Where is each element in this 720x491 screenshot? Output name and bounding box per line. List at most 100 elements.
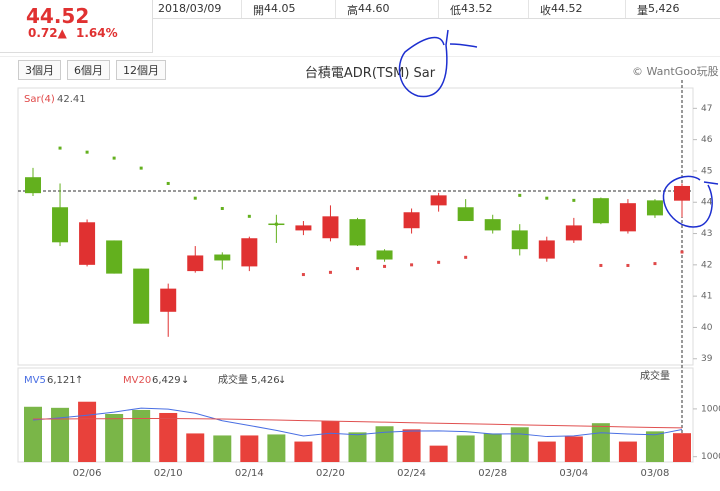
y-tick-label: 40	[701, 323, 713, 333]
sar-dot	[301, 273, 305, 277]
separator	[335, 0, 336, 18]
candle-body	[674, 185, 690, 201]
candle-body	[160, 288, 177, 312]
x-tick-label: 02/06	[73, 468, 102, 479]
x-tick-label: 02/20	[316, 468, 345, 479]
change-pct: 1.64%	[76, 26, 118, 40]
volume-bar	[294, 441, 313, 462]
y-tick-label: 39	[701, 354, 713, 364]
legend-value: 5,426	[251, 375, 280, 386]
volume-bar	[645, 431, 664, 462]
separator	[625, 0, 626, 18]
volume-bar	[402, 429, 421, 462]
candle-body	[430, 195, 447, 206]
sar-dot	[518, 193, 522, 197]
y-tick-label: 46	[701, 135, 713, 145]
y-tick-label: 45	[701, 166, 712, 176]
candle-body	[295, 225, 312, 231]
sar-dot	[328, 270, 332, 274]
legend-name: MV20	[123, 375, 151, 386]
field-label: 量	[637, 4, 648, 17]
field-label: 低	[450, 4, 461, 17]
candle-body	[187, 255, 204, 272]
x-tick-label: 02/28	[478, 468, 507, 479]
candle-body	[457, 207, 474, 222]
sar-dot	[166, 181, 170, 185]
sar-dot	[680, 250, 684, 254]
sar-dot	[139, 166, 143, 170]
x-tick-label: 02/14	[235, 468, 264, 479]
candle-body	[25, 177, 41, 194]
chart-title: 台積電ADR(TSM) Sar	[304, 66, 436, 81]
y-tick-label: 42	[701, 260, 712, 270]
sar-dot	[437, 260, 441, 264]
field-value: 44.05	[264, 2, 296, 15]
volume-bar	[24, 406, 42, 462]
scribble-circle	[662, 175, 719, 228]
range-button[interactable]: 3個月	[18, 60, 61, 80]
candle-body	[133, 268, 150, 324]
volume-bar	[618, 441, 637, 462]
separator	[438, 0, 439, 18]
candle-body	[322, 216, 339, 239]
candle-body	[241, 238, 258, 267]
sar-dot	[464, 255, 468, 259]
field-value: 43.52	[461, 2, 493, 15]
volume-bar	[673, 433, 691, 462]
legend-value: 6,121	[47, 375, 76, 386]
sar-dot	[626, 263, 630, 267]
volume-bar	[510, 427, 529, 462]
volume-bar	[51, 407, 70, 462]
range-button[interactable]: 6個月	[67, 60, 110, 80]
separator	[241, 0, 242, 18]
legend-trend: ↑	[75, 375, 83, 386]
volume-bar	[537, 441, 556, 462]
volume-bar	[78, 401, 97, 462]
legend-value: 6,429	[152, 375, 181, 386]
field-value: 44.52	[551, 2, 583, 15]
sar-dot	[193, 196, 197, 200]
candle-body	[214, 254, 231, 261]
sar-dot	[58, 146, 62, 150]
candle-body	[403, 212, 420, 229]
range-button[interactable]: 12個月	[116, 60, 166, 80]
change: 0.72▲	[28, 26, 67, 40]
volume-bar	[429, 445, 448, 462]
field-label: 收	[540, 4, 551, 17]
panel-label: 成交量	[640, 369, 670, 382]
candle-body	[52, 207, 69, 243]
volume-bar	[456, 435, 475, 462]
y-tick-label: 10000k	[701, 404, 720, 414]
volume-bar	[132, 409, 151, 462]
volume-bar	[375, 426, 394, 462]
sar-dot	[274, 222, 278, 226]
watermark: © WantGoo玩股	[632, 65, 719, 78]
volume-bar	[591, 423, 610, 462]
candle-body	[376, 250, 393, 260]
candle-body	[592, 198, 609, 224]
sar-dot	[599, 263, 603, 267]
volume-bar	[105, 413, 124, 462]
volume-bar	[240, 435, 259, 462]
y-tick-label: 43	[701, 229, 712, 239]
field-label: 開	[253, 4, 264, 17]
sar-dot	[383, 264, 387, 268]
quote-box: 44.52 0.72▲ 1.64%	[0, 0, 153, 53]
sar-dot	[220, 207, 224, 211]
candle-body	[511, 230, 528, 250]
candle-body	[565, 225, 582, 241]
y-tick-label: 44	[701, 198, 713, 208]
y-tick-label: 41	[701, 292, 712, 302]
candle-body	[646, 200, 663, 216]
candle-body	[538, 240, 555, 259]
sar-dot	[410, 263, 414, 267]
volume-bar	[564, 436, 583, 462]
field-value: 5,426	[648, 2, 680, 15]
legend-trend: ↓	[181, 375, 189, 386]
candle-body	[484, 219, 501, 231]
sar-dot	[572, 198, 576, 202]
sar-dot	[112, 156, 116, 160]
legend-name: MV5	[24, 375, 46, 386]
